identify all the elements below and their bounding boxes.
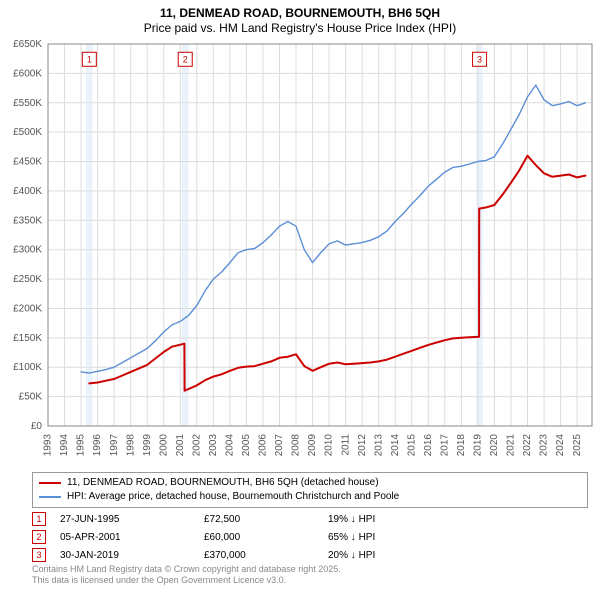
legend-swatch bbox=[39, 496, 61, 498]
svg-text:2003: 2003 bbox=[208, 434, 219, 457]
attribution: Contains HM Land Registry data © Crown c… bbox=[32, 564, 341, 586]
svg-text:£550K: £550K bbox=[13, 98, 42, 109]
svg-text:1997: 1997 bbox=[109, 434, 120, 457]
transaction-date: 27-JUN-1995 bbox=[60, 514, 200, 525]
svg-text:1998: 1998 bbox=[125, 434, 136, 457]
svg-text:1993: 1993 bbox=[43, 434, 54, 457]
svg-text:2018: 2018 bbox=[456, 434, 467, 457]
svg-text:2: 2 bbox=[183, 54, 188, 64]
transaction-date: 05-APR-2001 bbox=[60, 532, 200, 543]
svg-text:3: 3 bbox=[477, 54, 482, 64]
svg-text:2013: 2013 bbox=[373, 434, 384, 457]
svg-text:2015: 2015 bbox=[406, 434, 417, 457]
svg-text:1995: 1995 bbox=[76, 434, 87, 457]
transaction-delta: 65% ↓ HPI bbox=[328, 532, 448, 543]
svg-text:2007: 2007 bbox=[274, 434, 285, 457]
svg-text:2009: 2009 bbox=[307, 434, 318, 457]
svg-text:2004: 2004 bbox=[225, 434, 236, 457]
transaction-marker: 1 bbox=[32, 512, 46, 526]
svg-text:2021: 2021 bbox=[506, 434, 517, 457]
svg-text:£400K: £400K bbox=[13, 186, 42, 197]
svg-text:2010: 2010 bbox=[324, 434, 335, 457]
svg-text:2022: 2022 bbox=[522, 434, 533, 457]
svg-text:£500K: £500K bbox=[13, 127, 42, 138]
svg-text:£200K: £200K bbox=[13, 303, 42, 314]
transaction-marker: 2 bbox=[32, 530, 46, 544]
svg-text:2006: 2006 bbox=[258, 434, 269, 457]
svg-text:£0: £0 bbox=[31, 421, 43, 432]
transaction-marker: 3 bbox=[32, 548, 46, 562]
transaction-row: 3 30-JAN-2019 £370,000 20% ↓ HPI bbox=[32, 546, 588, 564]
transaction-price: £60,000 bbox=[204, 532, 324, 543]
svg-text:£150K: £150K bbox=[13, 333, 42, 344]
svg-text:2023: 2023 bbox=[539, 434, 550, 457]
svg-text:£650K: £650K bbox=[13, 39, 42, 50]
transaction-date: 30-JAN-2019 bbox=[60, 550, 200, 561]
title-line-2: Price paid vs. HM Land Registry's House … bbox=[0, 21, 600, 35]
transactions-table: 1 27-JUN-1995 £72,500 19% ↓ HPI 2 05-APR-2001… bbox=[32, 510, 588, 564]
svg-text:2025: 2025 bbox=[572, 434, 583, 457]
attribution-line-2: This data is licensed under the Open Gov… bbox=[32, 575, 341, 586]
svg-text:2001: 2001 bbox=[175, 434, 186, 457]
svg-text:£250K: £250K bbox=[13, 274, 42, 285]
transaction-delta: 20% ↓ HPI bbox=[328, 550, 448, 561]
legend-label: 11, DENMEAD ROAD, BOURNEMOUTH, BH6 5QH (… bbox=[67, 476, 379, 490]
svg-text:2012: 2012 bbox=[357, 434, 368, 457]
legend-item: HPI: Average price, detached house, Bour… bbox=[39, 490, 581, 504]
transaction-price: £72,500 bbox=[204, 514, 324, 525]
svg-text:2008: 2008 bbox=[291, 434, 302, 457]
svg-text:1999: 1999 bbox=[142, 434, 153, 457]
svg-text:2014: 2014 bbox=[390, 434, 401, 457]
attribution-line-1: Contains HM Land Registry data © Crown c… bbox=[32, 564, 341, 575]
svg-text:£600K: £600K bbox=[13, 68, 42, 79]
svg-text:2000: 2000 bbox=[158, 434, 169, 457]
transaction-row: 2 05-APR-2001 £60,000 65% ↓ HPI bbox=[32, 528, 588, 546]
svg-text:2019: 2019 bbox=[473, 434, 484, 457]
transaction-delta: 19% ↓ HPI bbox=[328, 514, 448, 525]
svg-text:2016: 2016 bbox=[423, 434, 434, 457]
legend-swatch bbox=[39, 482, 61, 484]
svg-text:£50K: £50K bbox=[19, 392, 43, 403]
svg-text:1994: 1994 bbox=[59, 434, 70, 457]
legend-item: 11, DENMEAD ROAD, BOURNEMOUTH, BH6 5QH (… bbox=[39, 476, 581, 490]
chart-title: 11, DENMEAD ROAD, BOURNEMOUTH, BH6 5QH P… bbox=[0, 0, 600, 39]
svg-text:£300K: £300K bbox=[13, 245, 42, 256]
svg-text:2005: 2005 bbox=[241, 434, 252, 457]
svg-text:£450K: £450K bbox=[13, 157, 42, 168]
svg-text:£100K: £100K bbox=[13, 362, 42, 373]
transaction-price: £370,000 bbox=[204, 550, 324, 561]
price-chart: £0 £50K £100K £150K £200K £250K £300K £350K £400… bbox=[0, 38, 600, 468]
svg-text:2011: 2011 bbox=[340, 434, 351, 456]
legend-label: HPI: Average price, detached house, Bour… bbox=[67, 490, 399, 504]
svg-text:2020: 2020 bbox=[489, 434, 500, 457]
svg-text:2017: 2017 bbox=[439, 434, 450, 457]
svg-text:£350K: £350K bbox=[13, 215, 42, 226]
svg-text:1: 1 bbox=[87, 54, 92, 64]
svg-text:2002: 2002 bbox=[191, 434, 202, 457]
svg-text:2024: 2024 bbox=[555, 434, 566, 457]
svg-text:1996: 1996 bbox=[92, 434, 103, 457]
transaction-row: 1 27-JUN-1995 £72,500 19% ↓ HPI bbox=[32, 510, 588, 528]
title-line-1: 11, DENMEAD ROAD, BOURNEMOUTH, BH6 5QH bbox=[0, 6, 600, 20]
legend: 11, DENMEAD ROAD, BOURNEMOUTH, BH6 5QH (… bbox=[32, 472, 588, 508]
